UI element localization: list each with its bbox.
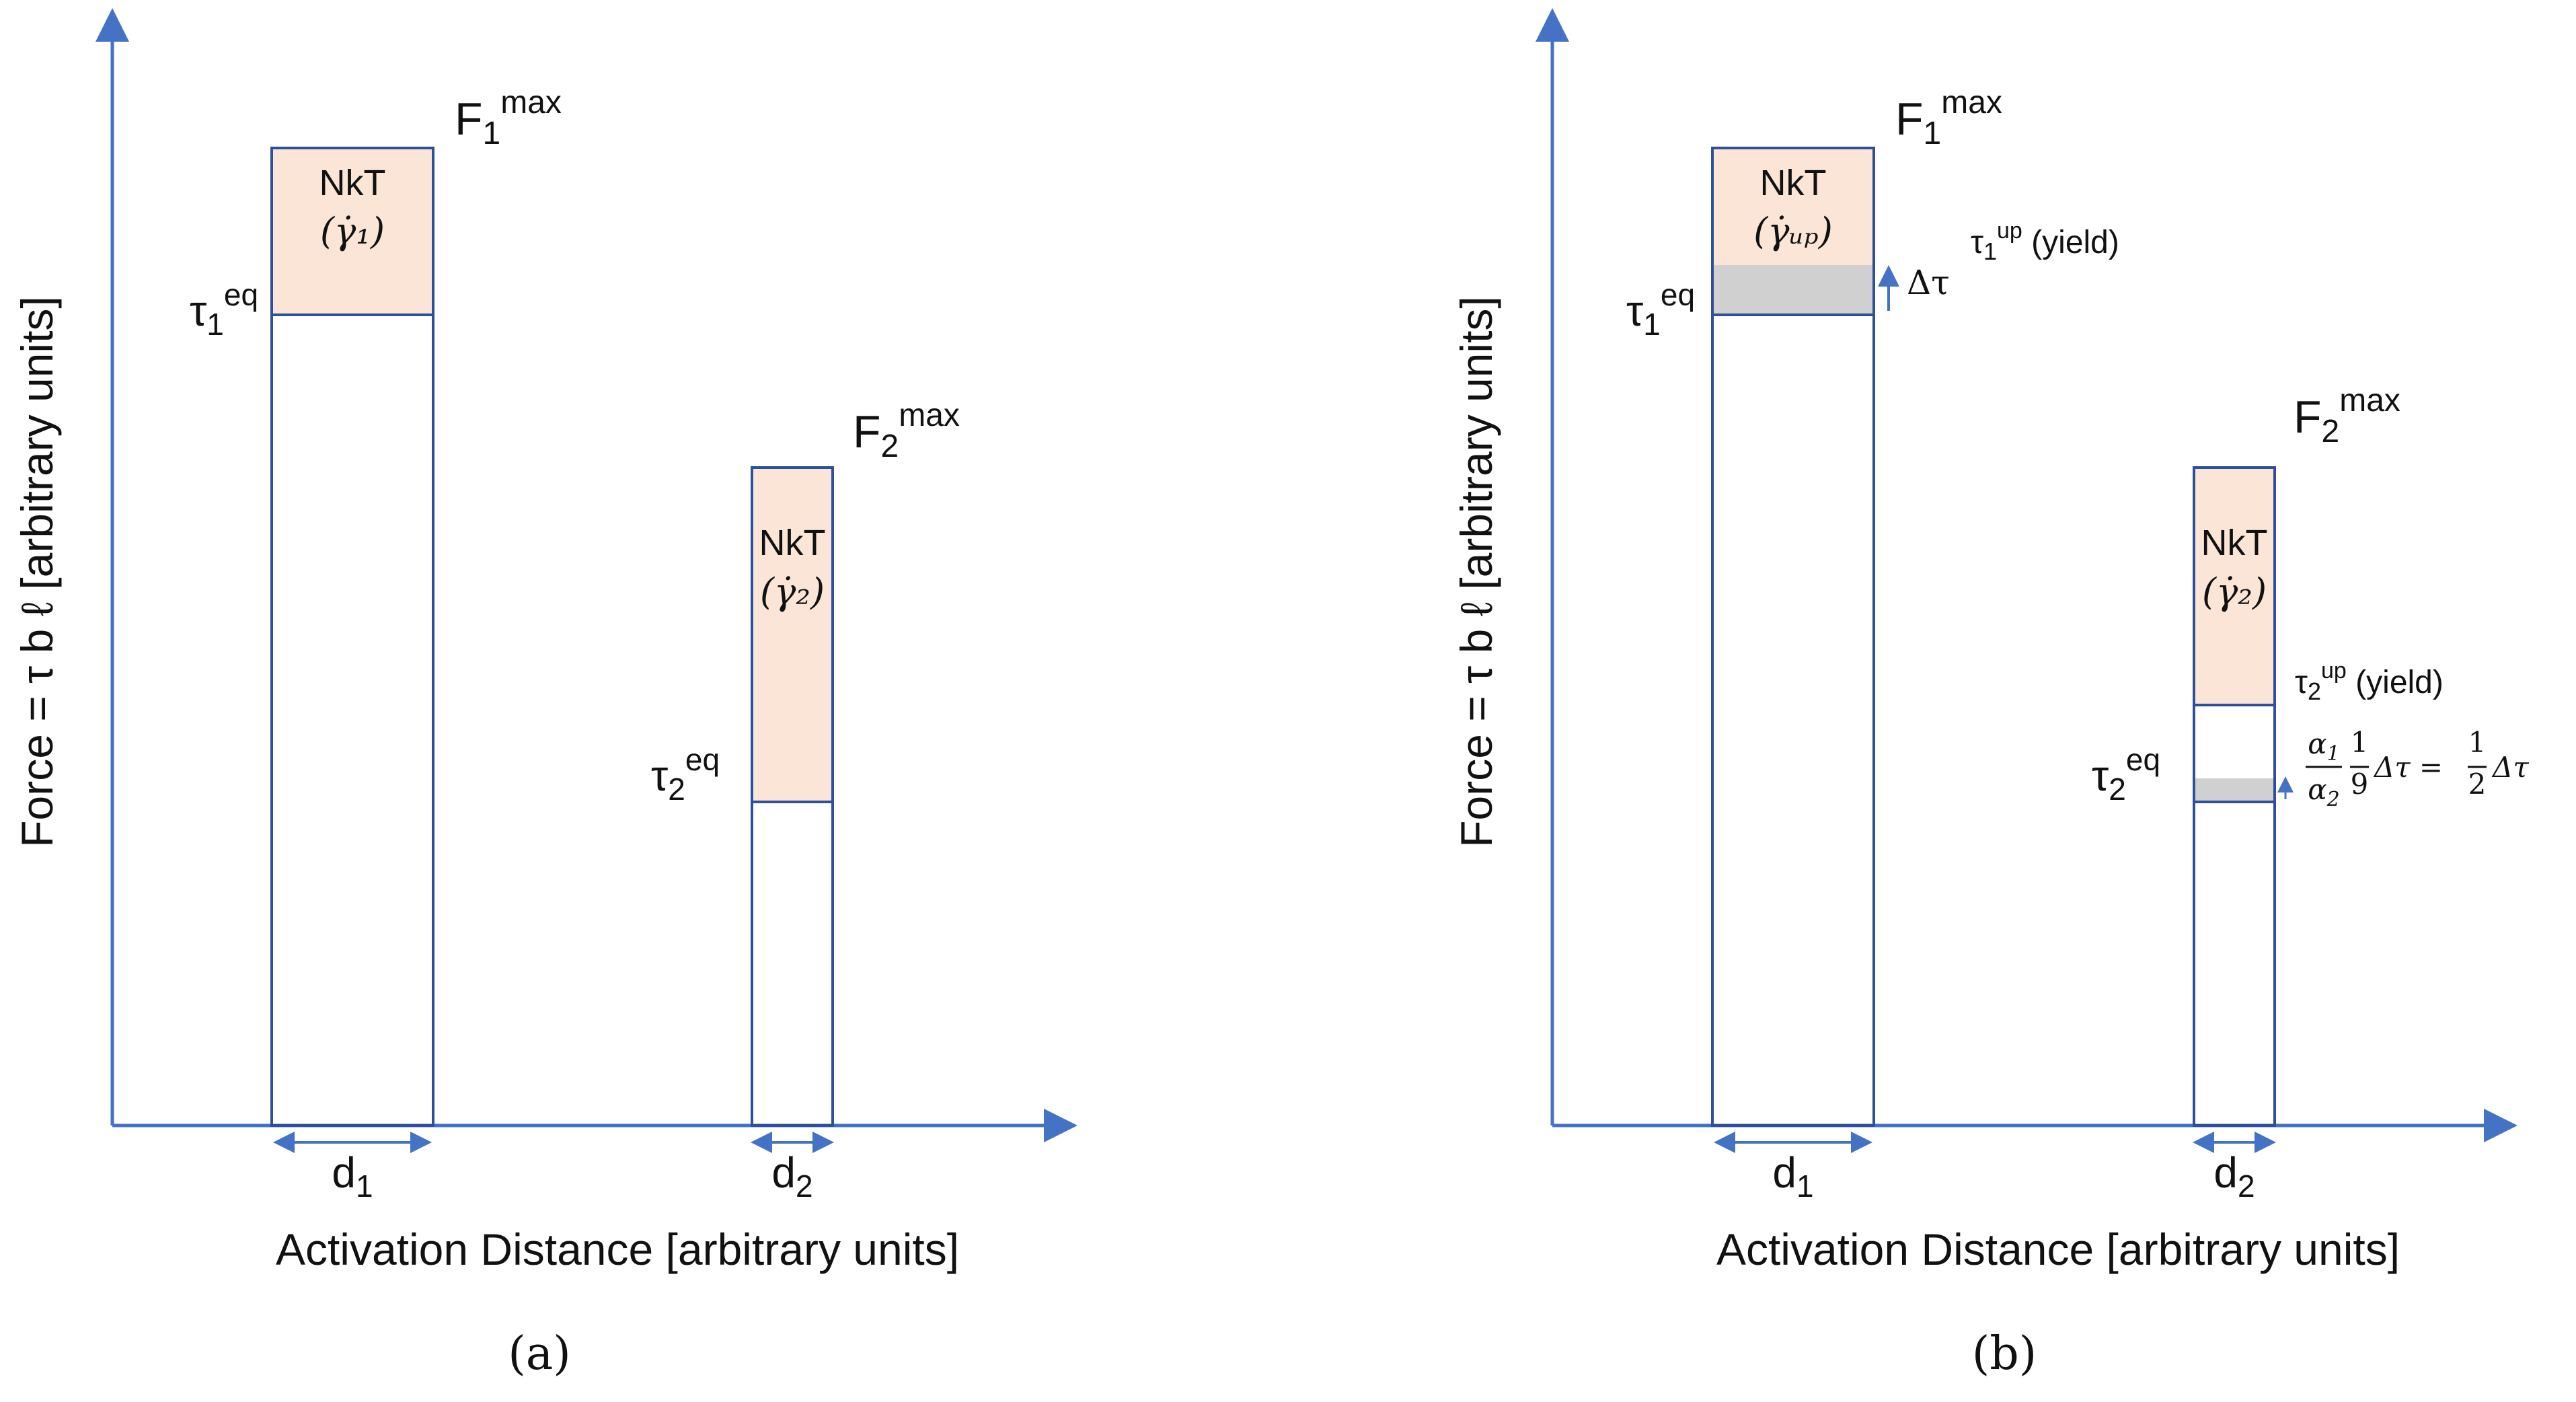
x-axis-label: Activation Distance [arbitrary units] <box>1716 1224 2400 1274</box>
tau-eq-label: τ2eq <box>2092 742 2160 807</box>
formula-tail: Δτ <box>2491 751 2529 784</box>
panel-b: Force = τ b ℓ [arbitrary units] Activati… <box>1451 8 2529 1380</box>
rate-label: (γ̇ᵤₚ) <box>1753 210 1833 252</box>
formula-half-denominator: 2 <box>2468 768 2487 801</box>
panel-caption: (b) <box>1972 1327 2037 1380</box>
width-label: d2 <box>771 1148 812 1204</box>
x-axis-label: Activation Distance [arbitrary units] <box>276 1224 959 1274</box>
delta-tau-band <box>1712 265 1874 315</box>
nkt-label: NkT <box>2201 523 2268 563</box>
tau-eq-label: τ1eq <box>1626 277 1695 342</box>
formula-half-numerator: 1 <box>2468 726 2487 759</box>
tau-up-label: τ1up (yield) <box>1971 218 2119 265</box>
thermal-region <box>1712 148 1874 265</box>
formula-alpha-denominator: α2 <box>2308 773 2339 811</box>
delta-tau-label: Δτ <box>1907 263 1950 302</box>
panel-caption: (a) <box>508 1327 571 1380</box>
fmax-label: F1max <box>1895 85 2002 151</box>
bar-outline <box>270 147 434 1127</box>
bar-2: NkT (γ̇₂) F2max τ2eq d2 <box>651 398 960 1204</box>
nkt-label: NkT <box>1760 163 1827 203</box>
delta-tau-band <box>2194 778 2275 802</box>
thermal-region <box>752 468 833 802</box>
y-axis-label: Force = τ b ℓ [arbitrary units] <box>1451 296 1501 848</box>
formula-middle: Δτ = <box>2373 751 2443 784</box>
bar-2: NkT (γ̇₂) F2max τ2eq τ2up (yield) α1 α2 <box>2092 383 2529 1204</box>
bar-1: NkT (γ̇ᵤₚ) F1max τ1eq Δτ τ1up (yield) d1 <box>1626 85 2119 1204</box>
tau-up-label: τ2up (yield) <box>2295 658 2444 705</box>
fmax-label: F2max <box>2294 383 2400 449</box>
width-label: d1 <box>332 1148 373 1204</box>
thermal-region <box>272 148 433 315</box>
rate-label: (γ̇₂) <box>2202 570 2267 613</box>
rate-label: (γ̇₁) <box>320 210 385 252</box>
bar-1: NkT (γ̇₁) F1max τ1eq d1 <box>190 85 562 1204</box>
nkt-label: NkT <box>759 523 826 563</box>
rate-label: (γ̇₂) <box>760 570 825 613</box>
panel-a: Force = τ b ℓ [arbitrary units] Activati… <box>12 8 1077 1380</box>
y-axis-label: Force = τ b ℓ [arbitrary units] <box>12 296 62 848</box>
bar-outline <box>2193 466 2276 1127</box>
fmax-label: F2max <box>853 398 960 464</box>
bar-outline <box>751 466 834 1127</box>
tau-eq-label: τ1eq <box>190 277 258 342</box>
formula-nine-denominator: 9 <box>2351 768 2369 801</box>
delta-tau-formula: α1 α2 1 9 Δτ = 1 2 Δτ <box>2306 726 2529 811</box>
width-label: d2 <box>2213 1148 2255 1204</box>
nkt-label: NkT <box>319 163 386 203</box>
formula-alpha-numerator: α1 <box>2308 727 2339 766</box>
tau-eq-label: τ2eq <box>651 742 720 807</box>
formula-one-numerator: 1 <box>2351 726 2369 759</box>
bar-outline <box>1711 147 1875 1127</box>
fmax-label: F1max <box>455 85 562 151</box>
width-label: d1 <box>1772 1148 1813 1204</box>
thermal-region <box>2194 468 2275 705</box>
